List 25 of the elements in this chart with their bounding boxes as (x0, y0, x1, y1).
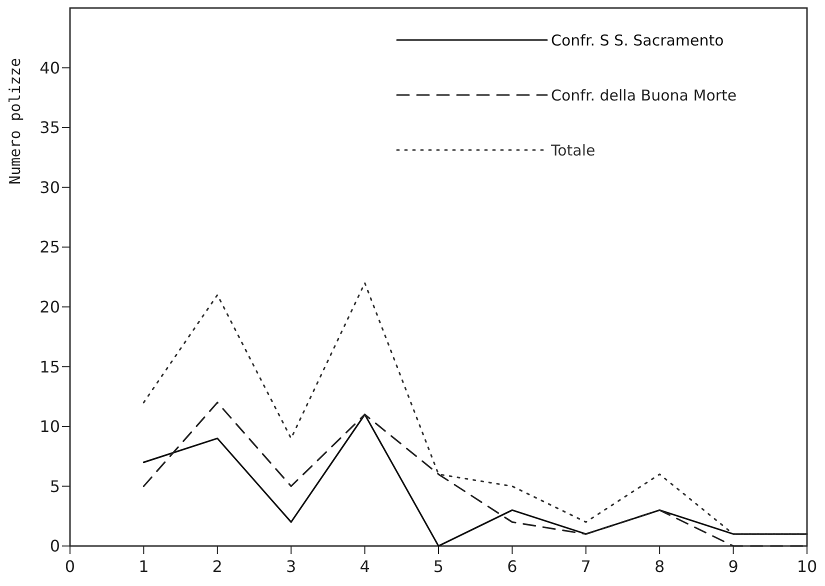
text: Confr. S S. Sacramento (551, 31, 724, 50)
x-tick-label: 7 (580, 557, 591, 576)
x-tick-label: 2 (212, 557, 222, 576)
x-tick-label: 8 (654, 557, 665, 576)
y-tick-label: 35 (40, 118, 60, 138)
y-tick-label: 0 (50, 536, 60, 556)
text: Totale (550, 141, 596, 160)
x-tick-label: 5 (433, 557, 444, 576)
y-tick-label: 15 (40, 357, 60, 376)
y-tick-label: 40 (40, 58, 60, 78)
line-series (142, 282, 808, 535)
y-tick-label: 5 (50, 476, 60, 496)
y-tick-label: 25 (40, 238, 60, 257)
x-tick-label: 0 (64, 557, 76, 576)
x-tick-label: 1 (138, 557, 149, 576)
x-tick-label: 3 (286, 557, 296, 576)
x-tick-label: 10 (796, 557, 818, 576)
y-tick-label: 20 (40, 297, 60, 316)
y-axis-title: Numero polizze (6, 58, 24, 184)
text: Confr. della Buona Morte (551, 86, 737, 104)
x-tick-label: 4 (360, 557, 370, 576)
x-tick-label: 6 (507, 557, 518, 576)
y-tick-label: 30 (40, 178, 60, 197)
x-tick-label: 9 (728, 557, 738, 576)
y-tick-label: 10 (40, 417, 60, 436)
